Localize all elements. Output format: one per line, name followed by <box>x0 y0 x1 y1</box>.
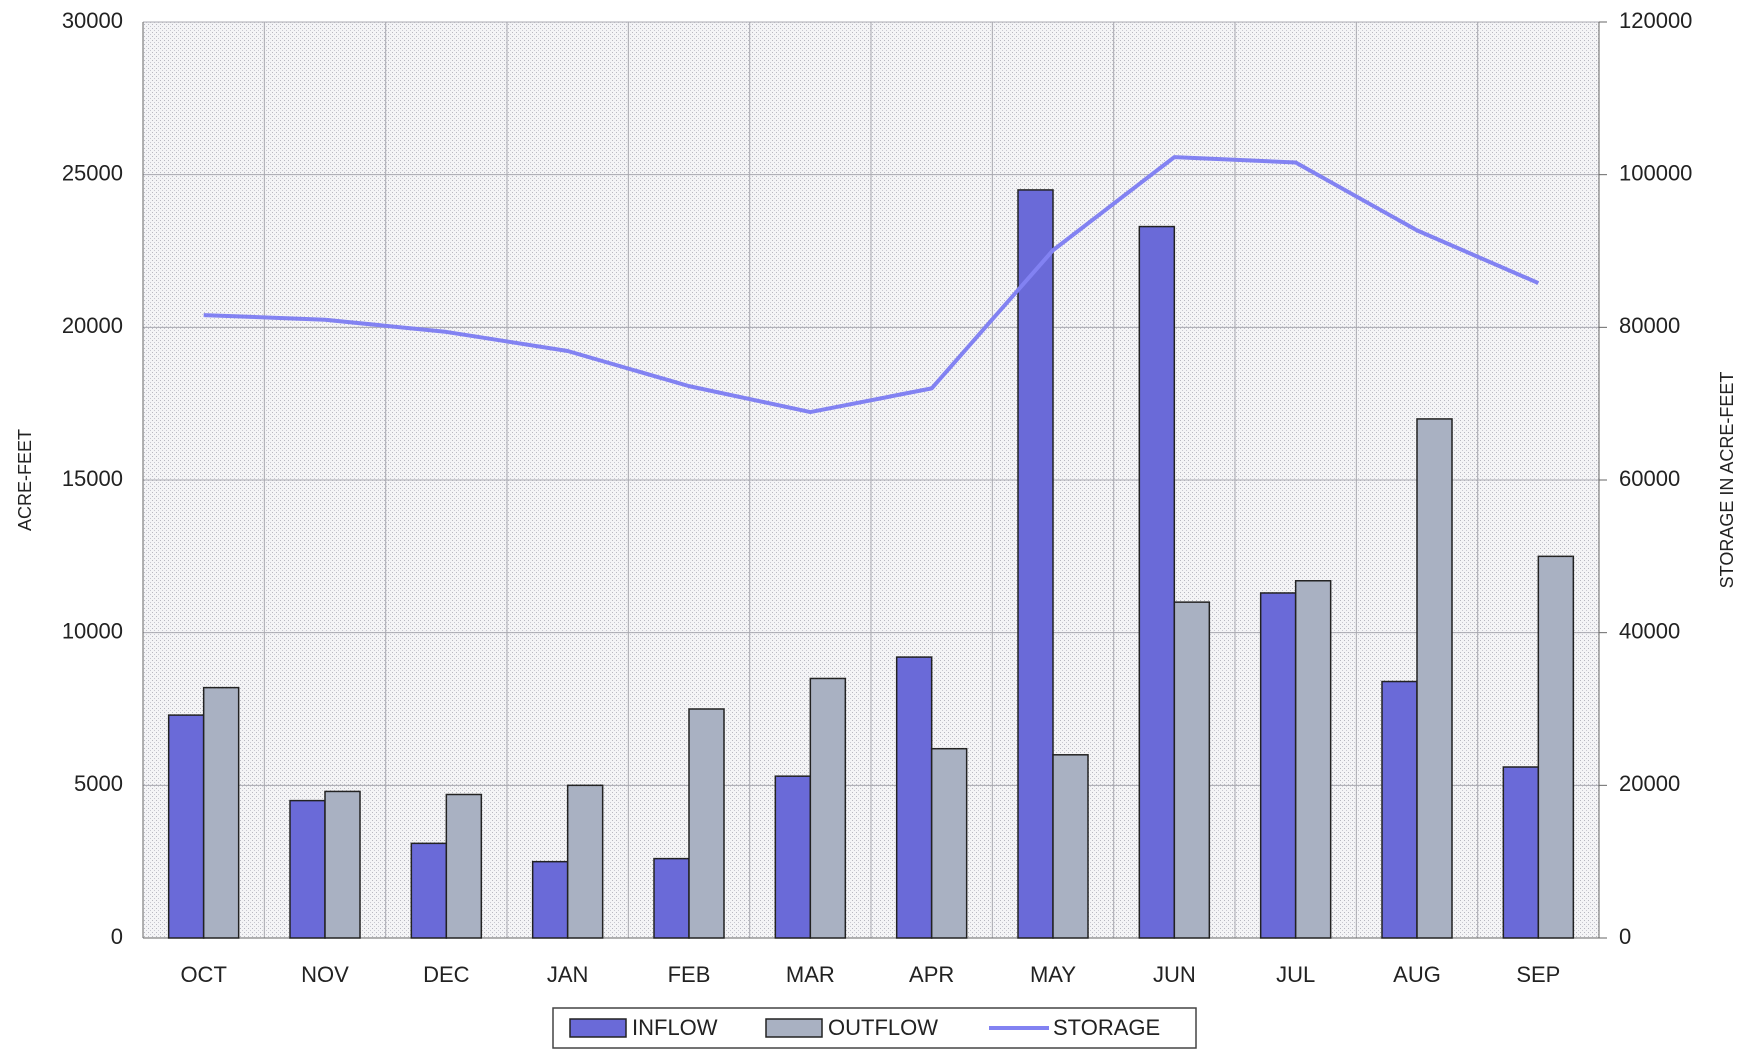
bar <box>1173 601 1211 939</box>
y-tick-label: 15000 <box>62 466 123 491</box>
x-tick-label: AUG <box>1393 962 1441 987</box>
y2-tick-label: 100000 <box>1619 160 1692 185</box>
bar <box>1502 766 1540 939</box>
bar <box>1381 680 1418 939</box>
y-tick-label: 10000 <box>62 618 123 643</box>
x-tick-label: MAR <box>786 962 835 987</box>
bar <box>289 799 326 939</box>
x-tick-label: JUL <box>1276 962 1315 987</box>
y2-tick-label: 80000 <box>1619 313 1680 338</box>
y2-axis-label: STORAGE IN ACRE-FEET <box>1717 372 1737 589</box>
x-tick-label: FEB <box>668 962 711 987</box>
bar <box>410 842 448 939</box>
bar <box>895 656 933 939</box>
legend <box>552 1007 1197 1049</box>
bar <box>202 686 240 939</box>
storage-line <box>203 155 1540 415</box>
bar <box>531 860 569 939</box>
y2-tick-label: 40000 <box>1619 618 1680 643</box>
x-tick-label: NOV <box>301 962 349 987</box>
x-tick-label: JAN <box>547 962 589 987</box>
x-tick-label: APR <box>909 962 954 987</box>
y-tick-label: 20000 <box>62 313 123 338</box>
bar <box>1537 555 1575 939</box>
y-tick-label: 30000 <box>62 8 123 33</box>
y-axis-label: ACRE-FEET <box>15 429 35 531</box>
y2-tick-label: 60000 <box>1619 466 1680 491</box>
x-tick-label: OCT <box>180 962 226 987</box>
y-tick-label: 25000 <box>62 160 123 185</box>
bar <box>1138 225 1176 939</box>
bar <box>1294 580 1332 939</box>
x-tick-label: DEC <box>423 962 470 987</box>
y-tick-label: 5000 <box>74 771 123 796</box>
bar <box>1017 189 1054 939</box>
bar <box>688 708 725 939</box>
bar <box>930 747 968 939</box>
bar <box>774 775 812 939</box>
x-tick-label: JUN <box>1153 962 1196 987</box>
bar <box>653 857 690 939</box>
legend-label: INFLOW <box>632 1015 718 1040</box>
bar <box>1052 754 1089 939</box>
legend-swatch <box>569 1018 627 1038</box>
bar <box>1416 418 1453 939</box>
bar <box>1259 592 1297 939</box>
legend-swatch <box>765 1018 823 1038</box>
legend-label: STORAGE <box>1053 1015 1160 1040</box>
y2-tick-label: 20000 <box>1619 771 1680 796</box>
bar <box>167 714 205 939</box>
bar <box>809 677 847 939</box>
bar <box>566 784 604 939</box>
x-tick-label: SEP <box>1516 962 1560 987</box>
y-tick-label: 0 <box>111 924 123 949</box>
x-tick-label: MAY <box>1030 962 1076 987</box>
bar <box>324 790 361 939</box>
bar <box>445 793 483 939</box>
y2-tick-label: 0 <box>1619 924 1631 949</box>
legend-label: OUTFLOW <box>828 1015 938 1040</box>
y2-tick-label: 120000 <box>1619 8 1692 33</box>
